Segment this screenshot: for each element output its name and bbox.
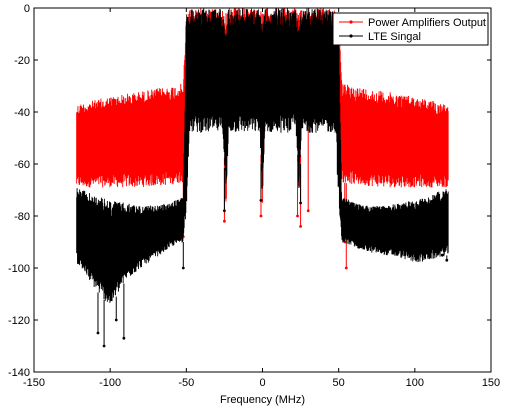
dip-point xyxy=(96,331,100,335)
dip-point xyxy=(259,199,263,202)
dip-point xyxy=(299,225,302,228)
dip-point xyxy=(181,266,185,270)
legend-marker xyxy=(349,34,353,38)
x-tick-label: -150 xyxy=(23,377,45,389)
dip-point xyxy=(440,253,444,257)
x-tick-label: 0 xyxy=(259,377,265,389)
x-tick-label: 150 xyxy=(482,377,500,389)
x-axis-label: Frequency (MHz) xyxy=(220,394,305,406)
legend-box xyxy=(332,12,489,46)
legend-label: LTE Singal xyxy=(368,31,421,43)
dip-point xyxy=(223,209,226,213)
dip-point xyxy=(114,318,118,322)
dip-point xyxy=(445,258,449,262)
series-lte-signal xyxy=(76,8,449,348)
x-tick-label: 50 xyxy=(333,377,345,389)
legend-marker xyxy=(349,20,353,24)
legend-label: Power Amplifiers Output xyxy=(368,17,486,29)
dip-point xyxy=(299,201,302,205)
axis-layer: -150 -100 -50 0 50 100 150 -140 -120 -100 -80 -60 -4… xyxy=(8,3,500,389)
y-tick-label: -80 xyxy=(14,211,30,223)
series-trace xyxy=(76,8,449,303)
y-tick-label: -60 xyxy=(14,159,30,171)
y-tick-label: -120 xyxy=(8,315,30,327)
y-tick-label: -140 xyxy=(8,367,30,379)
dip-point xyxy=(102,344,106,348)
y-tick-label: -40 xyxy=(14,107,30,119)
dip-point xyxy=(296,214,299,218)
dip-point xyxy=(259,214,263,218)
dip-point xyxy=(122,336,126,340)
x-tick-label: -100 xyxy=(99,377,121,389)
y-tick-label: 0 xyxy=(24,3,30,15)
y-tick-label: -20 xyxy=(14,55,30,67)
y-tick-label: -100 xyxy=(8,263,30,275)
x-tick-label: -50 xyxy=(178,377,194,389)
dip-point xyxy=(306,209,310,213)
legend: Power Amplifiers Output LTE Singal xyxy=(332,12,489,46)
series-layer xyxy=(76,8,449,348)
x-tick-label: 100 xyxy=(406,377,424,389)
dip-point xyxy=(421,235,424,239)
dip-point xyxy=(223,219,226,223)
dip-point xyxy=(344,266,348,270)
